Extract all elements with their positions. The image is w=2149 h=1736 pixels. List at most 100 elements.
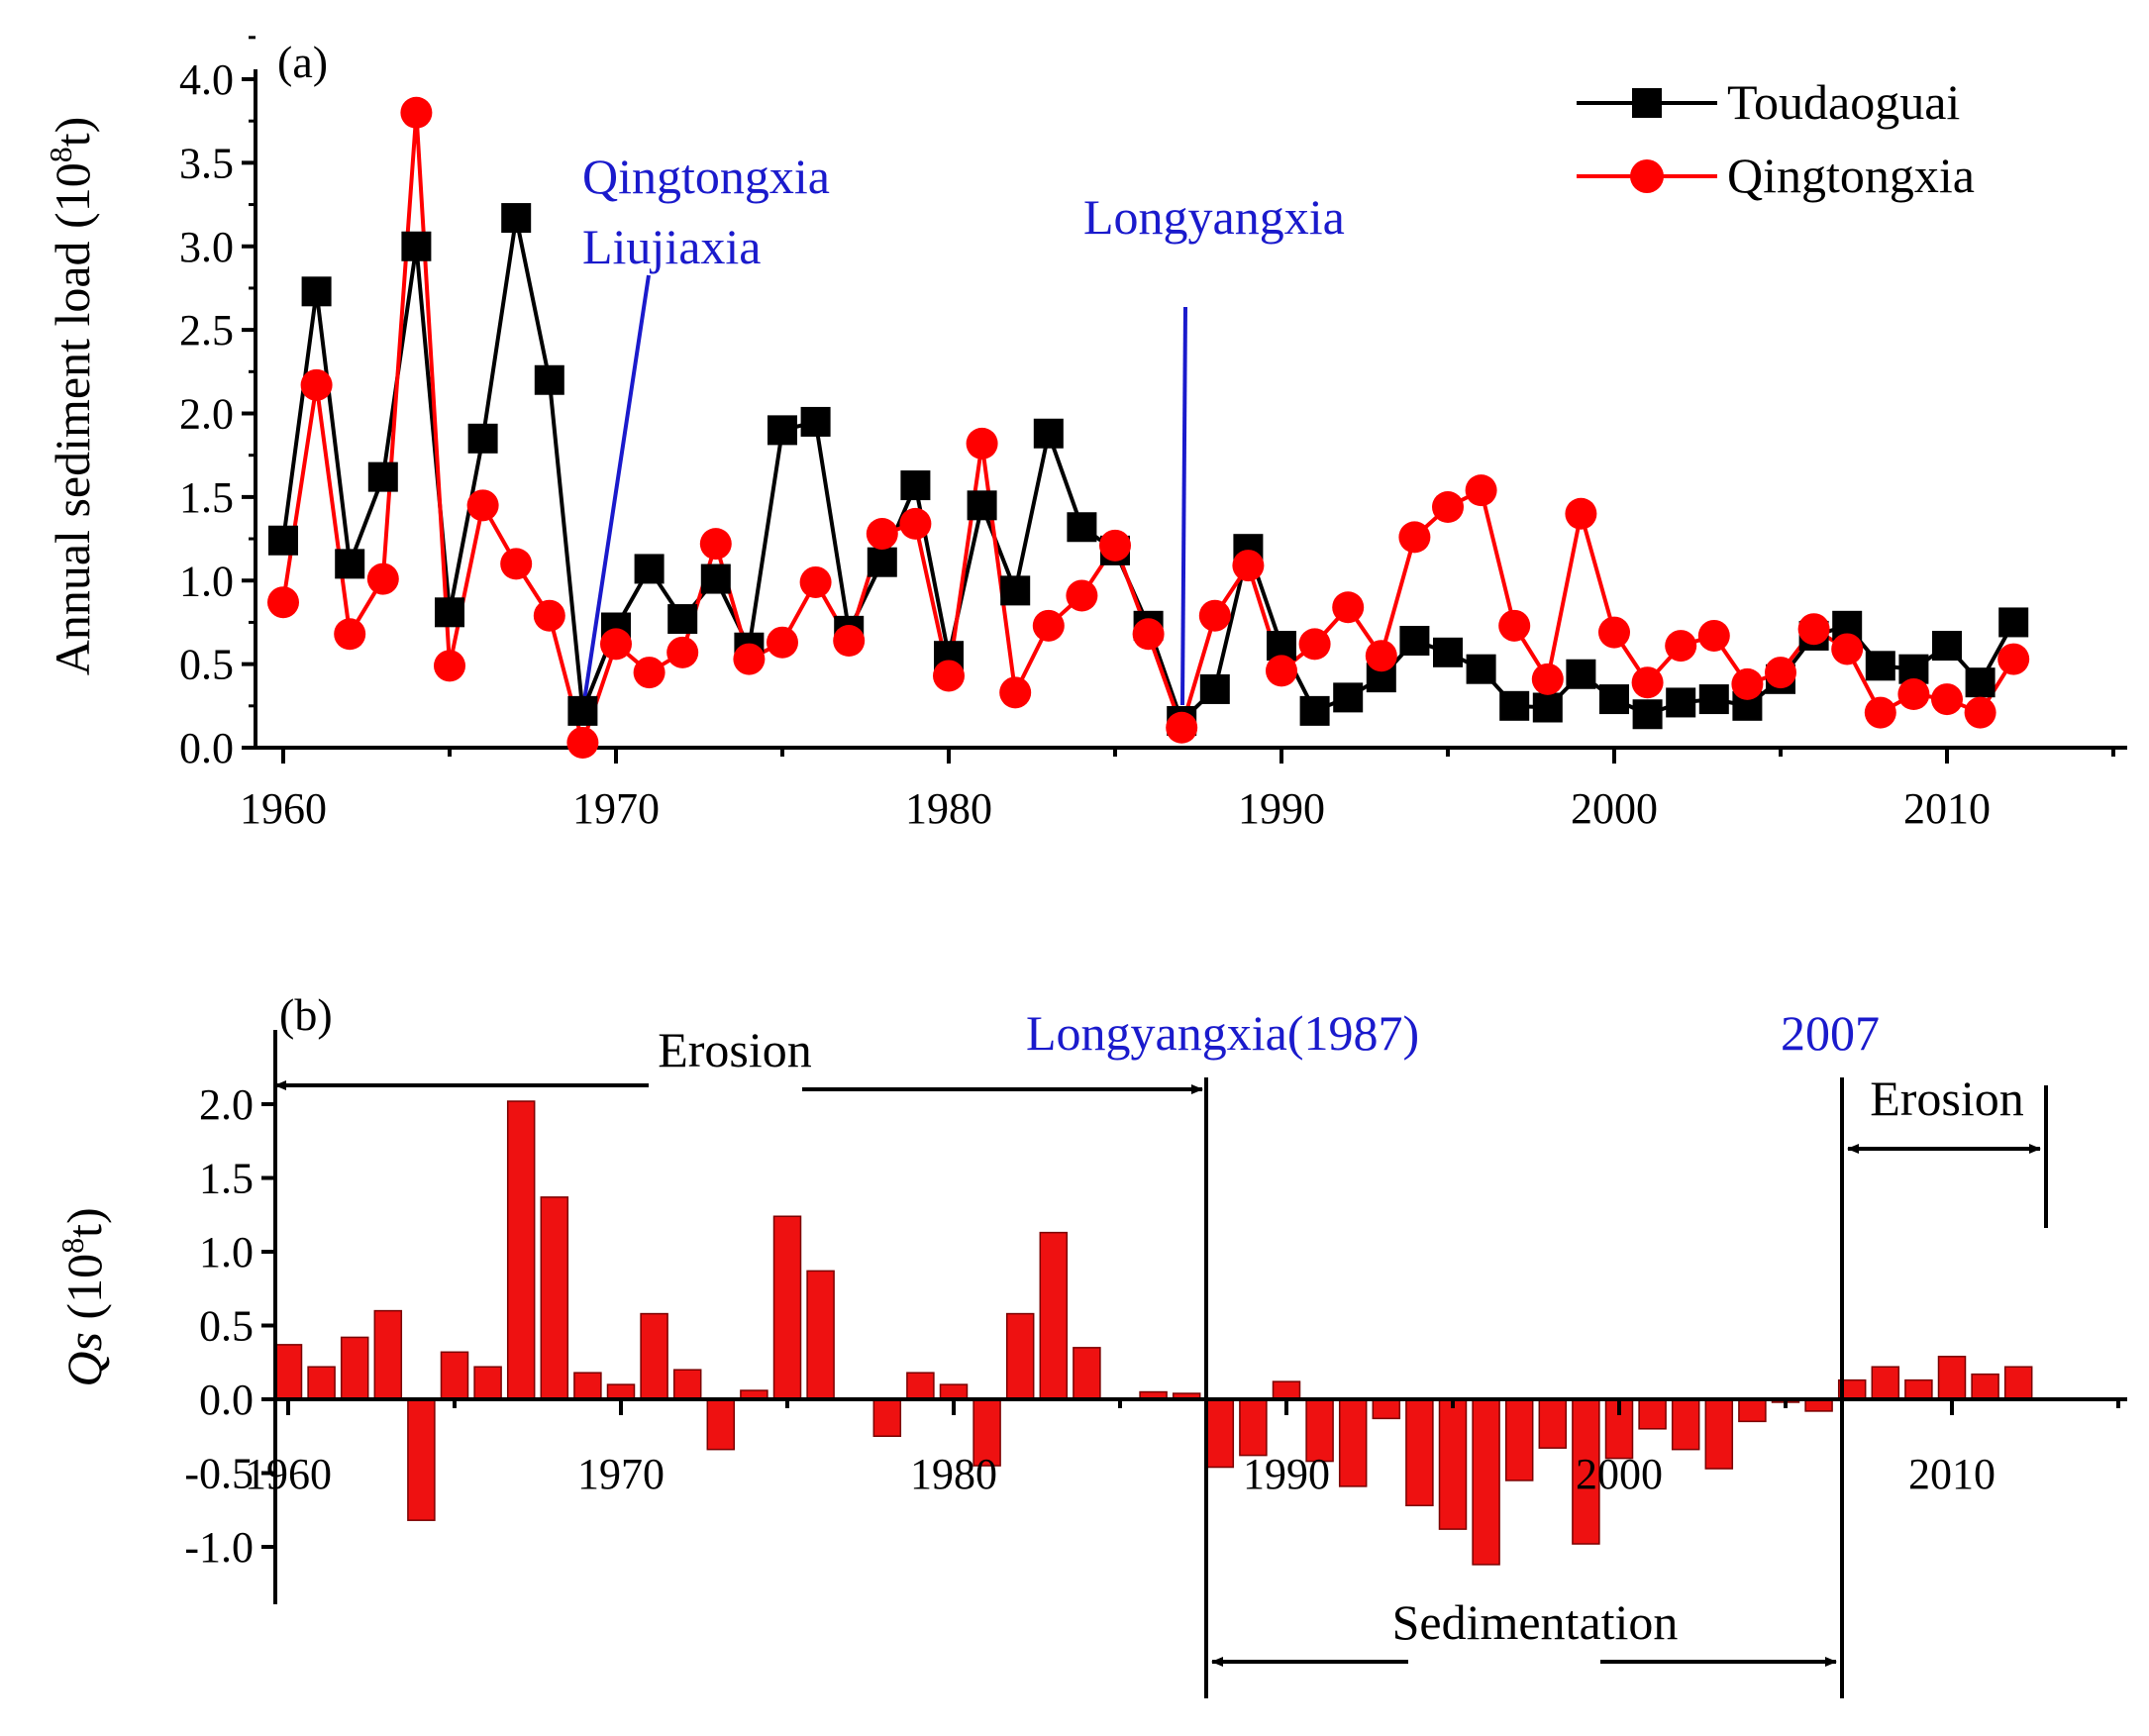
bar-1978 [872, 1398, 902, 1437]
point-qingtongxia-1970 [600, 628, 632, 661]
panel-b-y-axis-title-exp: 8 [54, 1238, 90, 1254]
point-toudaoguai-1991 [1299, 695, 1330, 726]
bar-1990 [1272, 1380, 1301, 1400]
point-toudaoguai-1978 [867, 547, 897, 577]
longyangxia-pointer-line [1180, 306, 1187, 706]
point-toudaoguai-2001 [1632, 699, 1663, 730]
point-qingtongxia-2006 [1797, 613, 1830, 646]
legend: Toudaoguai Qingtongxia [1577, 74, 1975, 203]
point-qingtongxia-1962 [334, 618, 366, 651]
panel-a-x-tick-label: 1960 [240, 784, 327, 833]
legend-qingtongxia-marker [1630, 159, 1664, 193]
bar-1982 [1005, 1312, 1035, 1400]
annotation-longyangxia-1987: Longyangxia(1987) [1026, 1005, 1419, 1061]
point-toudaoguai-1996 [1466, 654, 1496, 684]
panel-a-x-tick-label: 2000 [1571, 784, 1658, 833]
point-qingtongxia-1967 [500, 548, 533, 580]
point-toudaoguai-2000 [1599, 684, 1629, 715]
annotation-qingtongxia: Qingtongxia [582, 149, 830, 204]
panel-a-y-tick-label: 3.0 [179, 223, 234, 271]
point-qingtongxia-1977 [833, 625, 866, 657]
panel-a-x-tick-label: 1980 [905, 784, 992, 833]
point-toudaoguai-1971 [634, 554, 665, 584]
point-qingtongxia-1972 [666, 636, 699, 668]
bar-1973 [706, 1398, 736, 1451]
panel-b-y-axis-title-open: (10 [56, 1254, 112, 1332]
point-qingtongxia-2001 [1631, 666, 1664, 699]
point-qingtongxia-1980 [933, 660, 965, 692]
point-toudaoguai-1982 [1000, 575, 1031, 606]
panel-a: 0.0 0.5 1.0 1.5 2.0 2.5 3.0 3.5 4.0 1960 1970 1980 1… [43, 36, 2127, 833]
panel-b-y-tick-label: 0.5 [199, 1302, 254, 1351]
point-qingtongxia-1993 [1365, 640, 1397, 672]
point-qingtongxia-2012 [1997, 643, 2030, 675]
annotation-2007: 2007 [1781, 1005, 1880, 1061]
bar-2009 [1904, 1379, 1933, 1400]
panel-a-series [267, 96, 2030, 759]
bar-1979 [906, 1372, 935, 1400]
point-toudaoguai-1999 [1566, 659, 1596, 689]
panel-a-y-tick-label: 0.0 [179, 724, 234, 772]
bar-1996 [1472, 1398, 1500, 1566]
bar-2002 [1671, 1398, 1700, 1451]
panel-b-y-tick-label: 0.0 [199, 1376, 254, 1424]
bar-1995 [1438, 1398, 1468, 1530]
annotation-longyangxia: Longyangxia [1083, 189, 1345, 245]
panel-a-axes [254, 69, 2127, 750]
bar-1976 [806, 1270, 835, 1400]
point-qingtongxia-1995 [1432, 491, 1464, 523]
bar-1966 [473, 1366, 502, 1400]
bar-1980 [939, 1383, 969, 1400]
bar-2010 [1937, 1356, 1967, 1400]
point-toudaoguai-2002 [1666, 687, 1696, 718]
panel-b-x-tick-label: 1990 [1243, 1450, 1330, 1498]
panel-a-x-tick-label: 2010 [1903, 784, 1991, 833]
panel-a-ticks: 0.0 0.5 1.0 1.5 2.0 2.5 3.0 3.5 4.0 1960 1970 1980 1… [179, 36, 2115, 833]
bar-1961 [307, 1366, 336, 1400]
point-qingtongxia-1983 [1032, 609, 1065, 642]
point-toudaoguai-1976 [800, 406, 831, 437]
point-qingtongxia-2005 [1765, 657, 1796, 689]
point-qingtongxia-1998 [1531, 663, 1564, 695]
point-qingtongxia-1982 [999, 676, 1032, 709]
bar-1984 [1073, 1347, 1101, 1400]
bar-1969 [573, 1372, 602, 1400]
panel-b-x-tick-label: 1970 [577, 1450, 665, 1498]
point-toudaoguai-1967 [501, 203, 532, 234]
bar-2001 [1638, 1398, 1667, 1430]
point-qingtongxia-1989 [1232, 550, 1265, 582]
point-qingtongxia-2000 [1598, 616, 1630, 649]
point-toudaoguai-1968 [534, 364, 564, 395]
panel-b-y-tick-label: 1.5 [199, 1155, 254, 1203]
annotation-erosion-2: Erosion [1870, 1071, 2024, 1126]
panel-a-y-tick-label: 0.5 [179, 641, 234, 689]
point-qingtongxia-1999 [1565, 497, 1597, 530]
panel-a-y-tick-label: 3.5 [179, 139, 234, 187]
point-toudaoguai-1998 [1532, 692, 1563, 723]
point-toudaoguai-1997 [1499, 690, 1530, 721]
legend-toudaoguai-marker [1632, 88, 1662, 118]
point-qingtongxia-1968 [533, 599, 565, 632]
point-qingtongxia-1991 [1298, 628, 1331, 661]
point-qingtongxia-1978 [866, 518, 898, 550]
bar-1970 [606, 1383, 636, 1400]
bar-1962 [340, 1336, 369, 1400]
panel-b-label: (b) [279, 989, 333, 1040]
point-toudaoguai-2003 [1698, 684, 1729, 715]
panel-a-y-tick-label: 1.0 [179, 557, 234, 605]
panel-b-y-tick-label: 2.0 [199, 1080, 254, 1129]
panel-b-axes [273, 1030, 2127, 1604]
point-qingtongxia-1973 [699, 528, 732, 561]
point-qingtongxia-1988 [1198, 599, 1231, 632]
bar-1981 [972, 1398, 1001, 1467]
point-toudaoguai-2011 [1965, 667, 1996, 698]
point-toudaoguai-1972 [667, 604, 698, 635]
annotation-liujiaxia: Liujiaxia [582, 219, 762, 274]
point-toudaoguai-1995 [1433, 637, 1463, 667]
legend-qingtongxia-label: Qingtongxia [1727, 148, 1975, 203]
bar-1998 [1538, 1398, 1568, 1449]
point-toudaoguai-1960 [268, 525, 298, 556]
point-qingtongxia-1987 [1166, 711, 1198, 744]
annotation-erosion-1: Erosion [658, 1022, 812, 1077]
point-toudaoguai-1984 [1067, 512, 1097, 543]
